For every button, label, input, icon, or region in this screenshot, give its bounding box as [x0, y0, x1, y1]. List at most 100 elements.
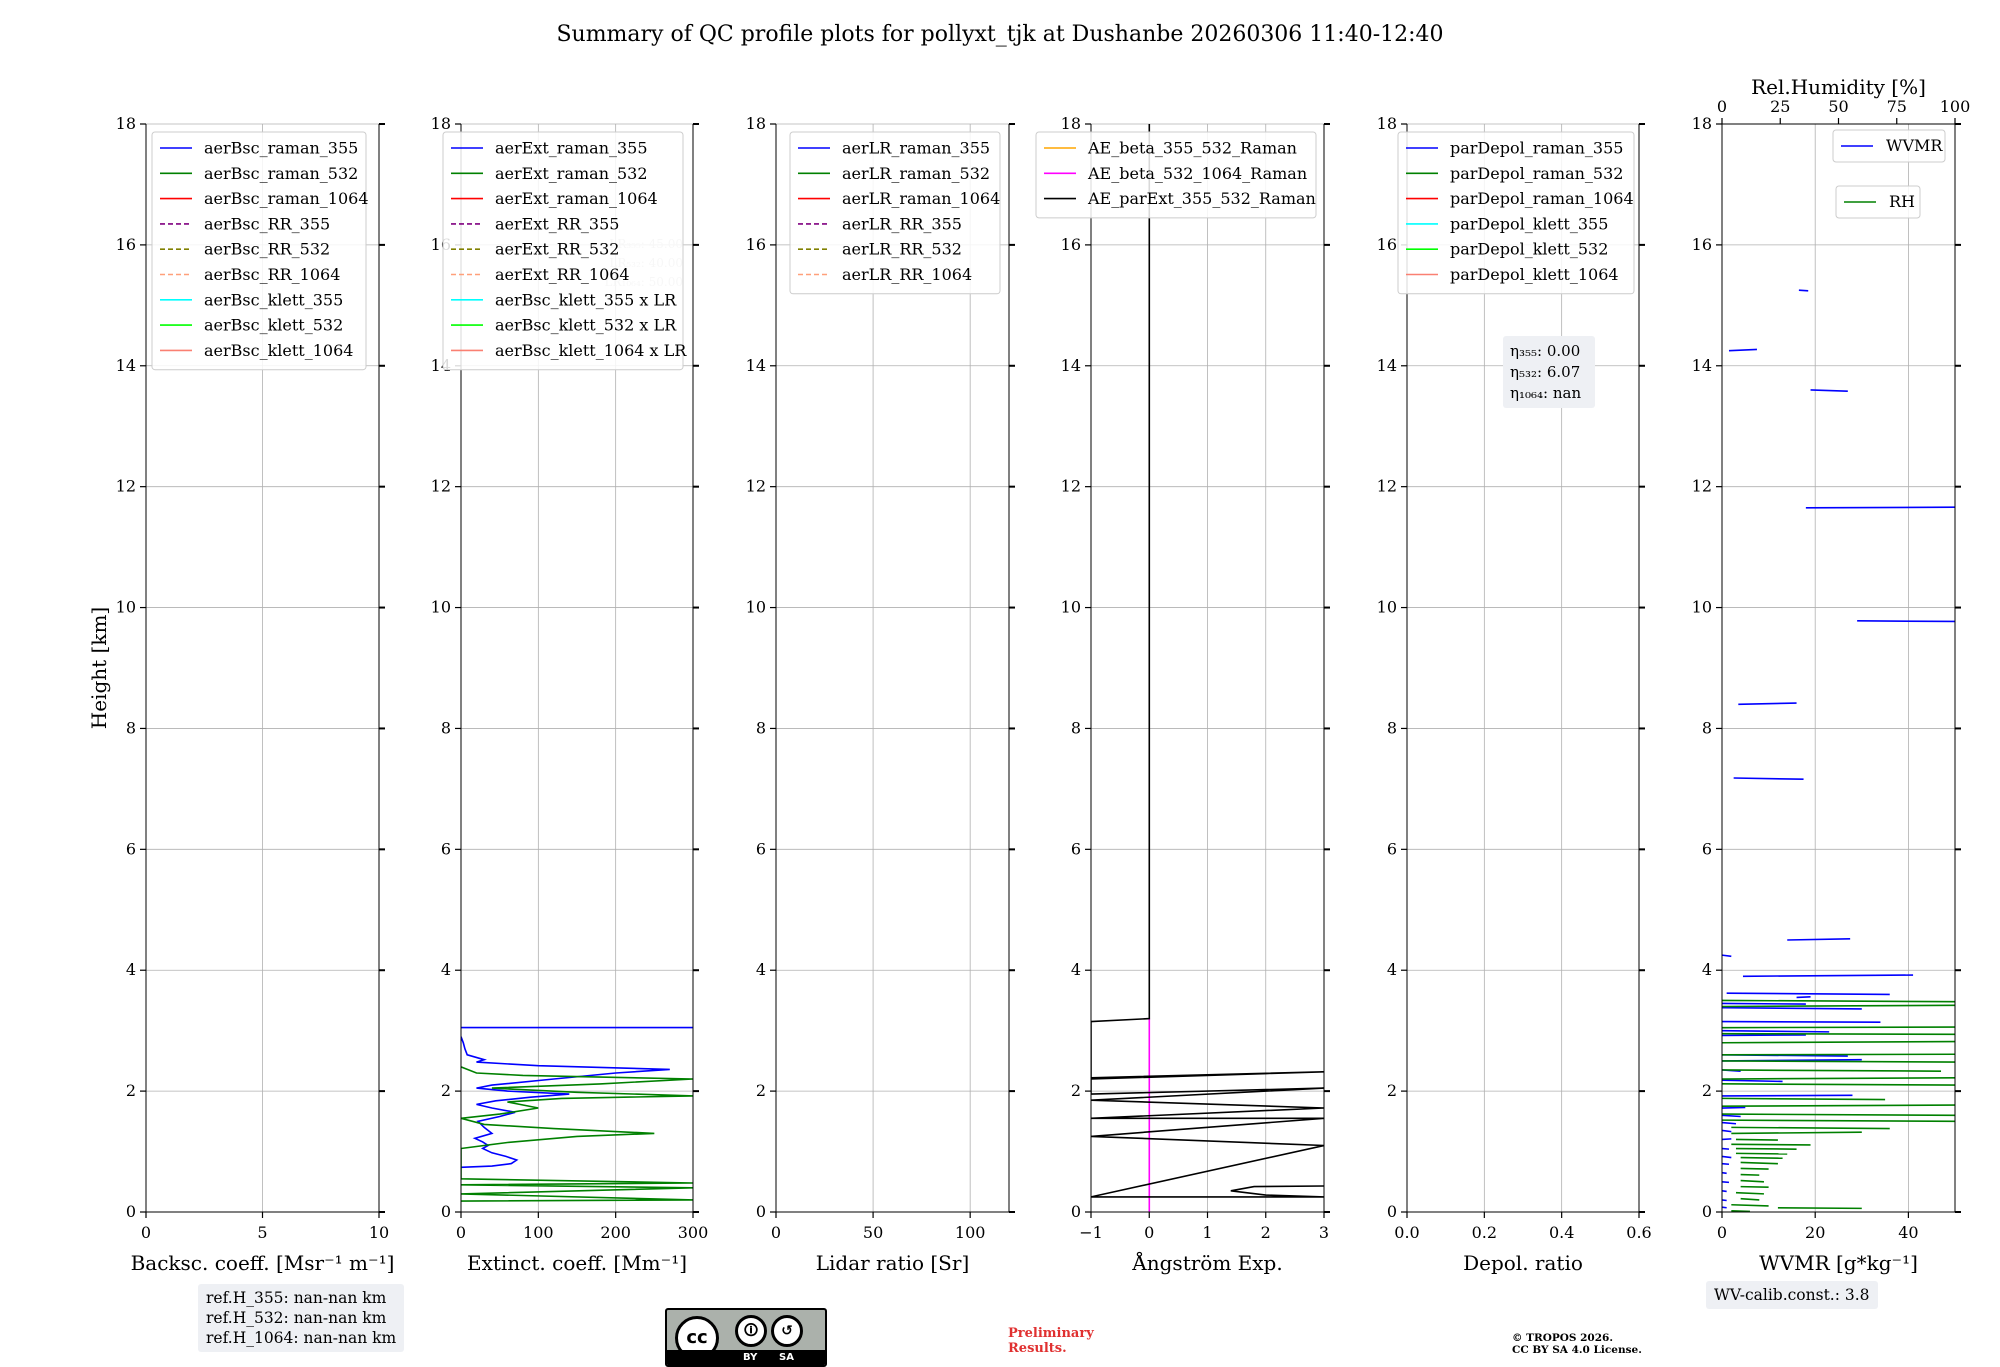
y-tick-label: 18	[116, 114, 136, 133]
series-segment	[1722, 1119, 1955, 1123]
legend-label: parDepol_raman_532	[1450, 164, 1623, 183]
y-tick-label: 0	[756, 1202, 766, 1221]
series-segment	[1722, 1069, 1942, 1072]
series-segment	[1731, 1203, 1769, 1207]
y-axis-label: Height [km]	[87, 607, 111, 729]
series-segment	[1722, 1121, 1737, 1125]
x-tick-label: 200	[600, 1223, 631, 1242]
share-alike-icon: ↺	[771, 1315, 803, 1347]
series-segment	[1722, 1032, 1955, 1036]
legend-label: parDepol_raman_1064	[1450, 189, 1634, 208]
y-tick-label: 4	[126, 960, 136, 979]
series-segment	[1722, 1171, 1727, 1175]
legend-label: aerBsc_RR_532	[204, 240, 330, 259]
series-segment	[1735, 1147, 1797, 1150]
legend-label: aerExt_raman_355	[495, 139, 648, 158]
legend-label: parDepol_klett_1064	[1450, 265, 1619, 284]
series-segment	[1722, 1077, 1955, 1080]
legend-label: aerBsc_RR_355	[204, 214, 330, 233]
x2-tick-label: 0	[1717, 97, 1727, 116]
series-segment	[1738, 702, 1797, 706]
figure-title: Summary of QC profile plots for pollyxt_…	[556, 22, 1444, 47]
panel-5: 0 2 4 6 8 10 12 14 16 18 0.0 0.2 0.4 0.6 Depol. ratio η…	[1377, 114, 1652, 1275]
wv-calib-text: WV-calib.const.: 3.8	[1714, 1286, 1870, 1304]
legend-label: aerExt_raman_1064	[495, 189, 658, 208]
y-tick-label: 16	[1692, 235, 1712, 254]
y-tick-label: 10	[1692, 598, 1712, 617]
y-tick-label: 0	[1071, 1202, 1081, 1221]
series-segment	[1787, 937, 1851, 941]
y-tick-label: 0	[1387, 1202, 1397, 1221]
series-segment	[1722, 1004, 1955, 1008]
by-person-icon: 🛈	[735, 1315, 767, 1347]
eta-annotation: η₁₀₆₄: nan	[1510, 384, 1581, 402]
y-tick-label: 4	[441, 960, 451, 979]
sa-label: SA	[779, 1352, 794, 1363]
y-tick-label: 2	[1702, 1081, 1712, 1100]
legend-box	[1035, 131, 1317, 219]
legend-label: aerBsc_klett_532	[204, 316, 343, 335]
legend-label: parDepol_raman_355	[1450, 139, 1623, 158]
x-axis-label: Ångström Exp.	[1131, 1250, 1282, 1275]
y-tick-label: 18	[431, 114, 451, 133]
plot-area	[1091, 124, 1324, 1212]
y-tick-label: 14	[1061, 356, 1081, 375]
series-segment	[1731, 1126, 1890, 1130]
series-segment	[1722, 1180, 1730, 1184]
y-tick-label: 14	[116, 356, 136, 375]
series-segment	[1722, 999, 1955, 1003]
y-tick-label: 18	[746, 114, 766, 133]
legend-box	[151, 131, 367, 371]
series-segment	[1722, 1029, 1830, 1033]
legend-label: aerExt_RR_532	[495, 240, 619, 259]
x-axis-label: Backsc. coeff. [Msr⁻¹ m⁻¹]	[131, 1251, 395, 1275]
series-segment	[1722, 1020, 1881, 1024]
y-tick-label: 6	[1702, 839, 1712, 858]
y-tick-label: 6	[441, 839, 451, 858]
x-tick-label: 3	[1319, 1223, 1329, 1242]
series-segment	[1722, 1094, 1853, 1097]
series-segment	[1735, 1152, 1788, 1155]
series-segment	[1722, 1206, 1727, 1209]
series-segment	[1740, 1167, 1769, 1170]
x-axis-label: Lidar ratio [Sr]	[816, 1251, 970, 1275]
wv-calib-box: WV-calib.const.: 3.8	[1706, 1281, 1878, 1309]
y-tick-label: 8	[1387, 718, 1397, 737]
y-tick-label: 14	[746, 356, 766, 375]
legend-label: aerBsc_raman_532	[204, 164, 358, 183]
legend-label: aerBsc_raman_355	[204, 139, 358, 158]
y-tick-label: 8	[126, 718, 136, 737]
series-segment	[1796, 996, 1811, 999]
legend-label: aerExt_RR_1064	[495, 265, 630, 284]
series-segment	[1722, 1106, 1746, 1109]
x-tick-label: 0	[771, 1223, 781, 1242]
legend-box	[442, 131, 684, 371]
y-tick-label: 10	[116, 598, 136, 617]
y-tick-label: 8	[441, 718, 451, 737]
y-tick-label: 6	[756, 839, 766, 858]
series-segment	[1798, 289, 1809, 292]
y-tick-label: 6	[1071, 839, 1081, 858]
y-tick-label: 6	[1387, 839, 1397, 858]
y-tick-label: 8	[756, 718, 766, 737]
y-tick-label: 8	[1702, 718, 1712, 737]
eta-annotation: η₃₅₅: 0.00	[1510, 342, 1580, 360]
legend-label: WVMR	[1886, 136, 1943, 155]
x-tick-label: 0	[456, 1223, 466, 1242]
x-tick-label: 100	[523, 1223, 554, 1242]
y-tick-label: 16	[116, 235, 136, 254]
series-segment	[1740, 1197, 1760, 1201]
y-tick-label: 2	[756, 1081, 766, 1100]
series-segment	[1722, 1002, 1806, 1005]
legend-label: aerBsc_raman_1064	[204, 189, 369, 208]
x-tick-label: 0	[141, 1223, 151, 1242]
series-line	[461, 1066, 693, 1202]
x-tick-label: 0.6	[1626, 1223, 1651, 1242]
y-tick-label: 12	[746, 477, 766, 496]
x-tick-label: 0.2	[1472, 1223, 1497, 1242]
y-tick-label: 2	[1071, 1081, 1081, 1100]
legend-label: aerBsc_klett_532 x LR	[495, 316, 677, 335]
y-tick-label: 18	[1377, 114, 1397, 133]
